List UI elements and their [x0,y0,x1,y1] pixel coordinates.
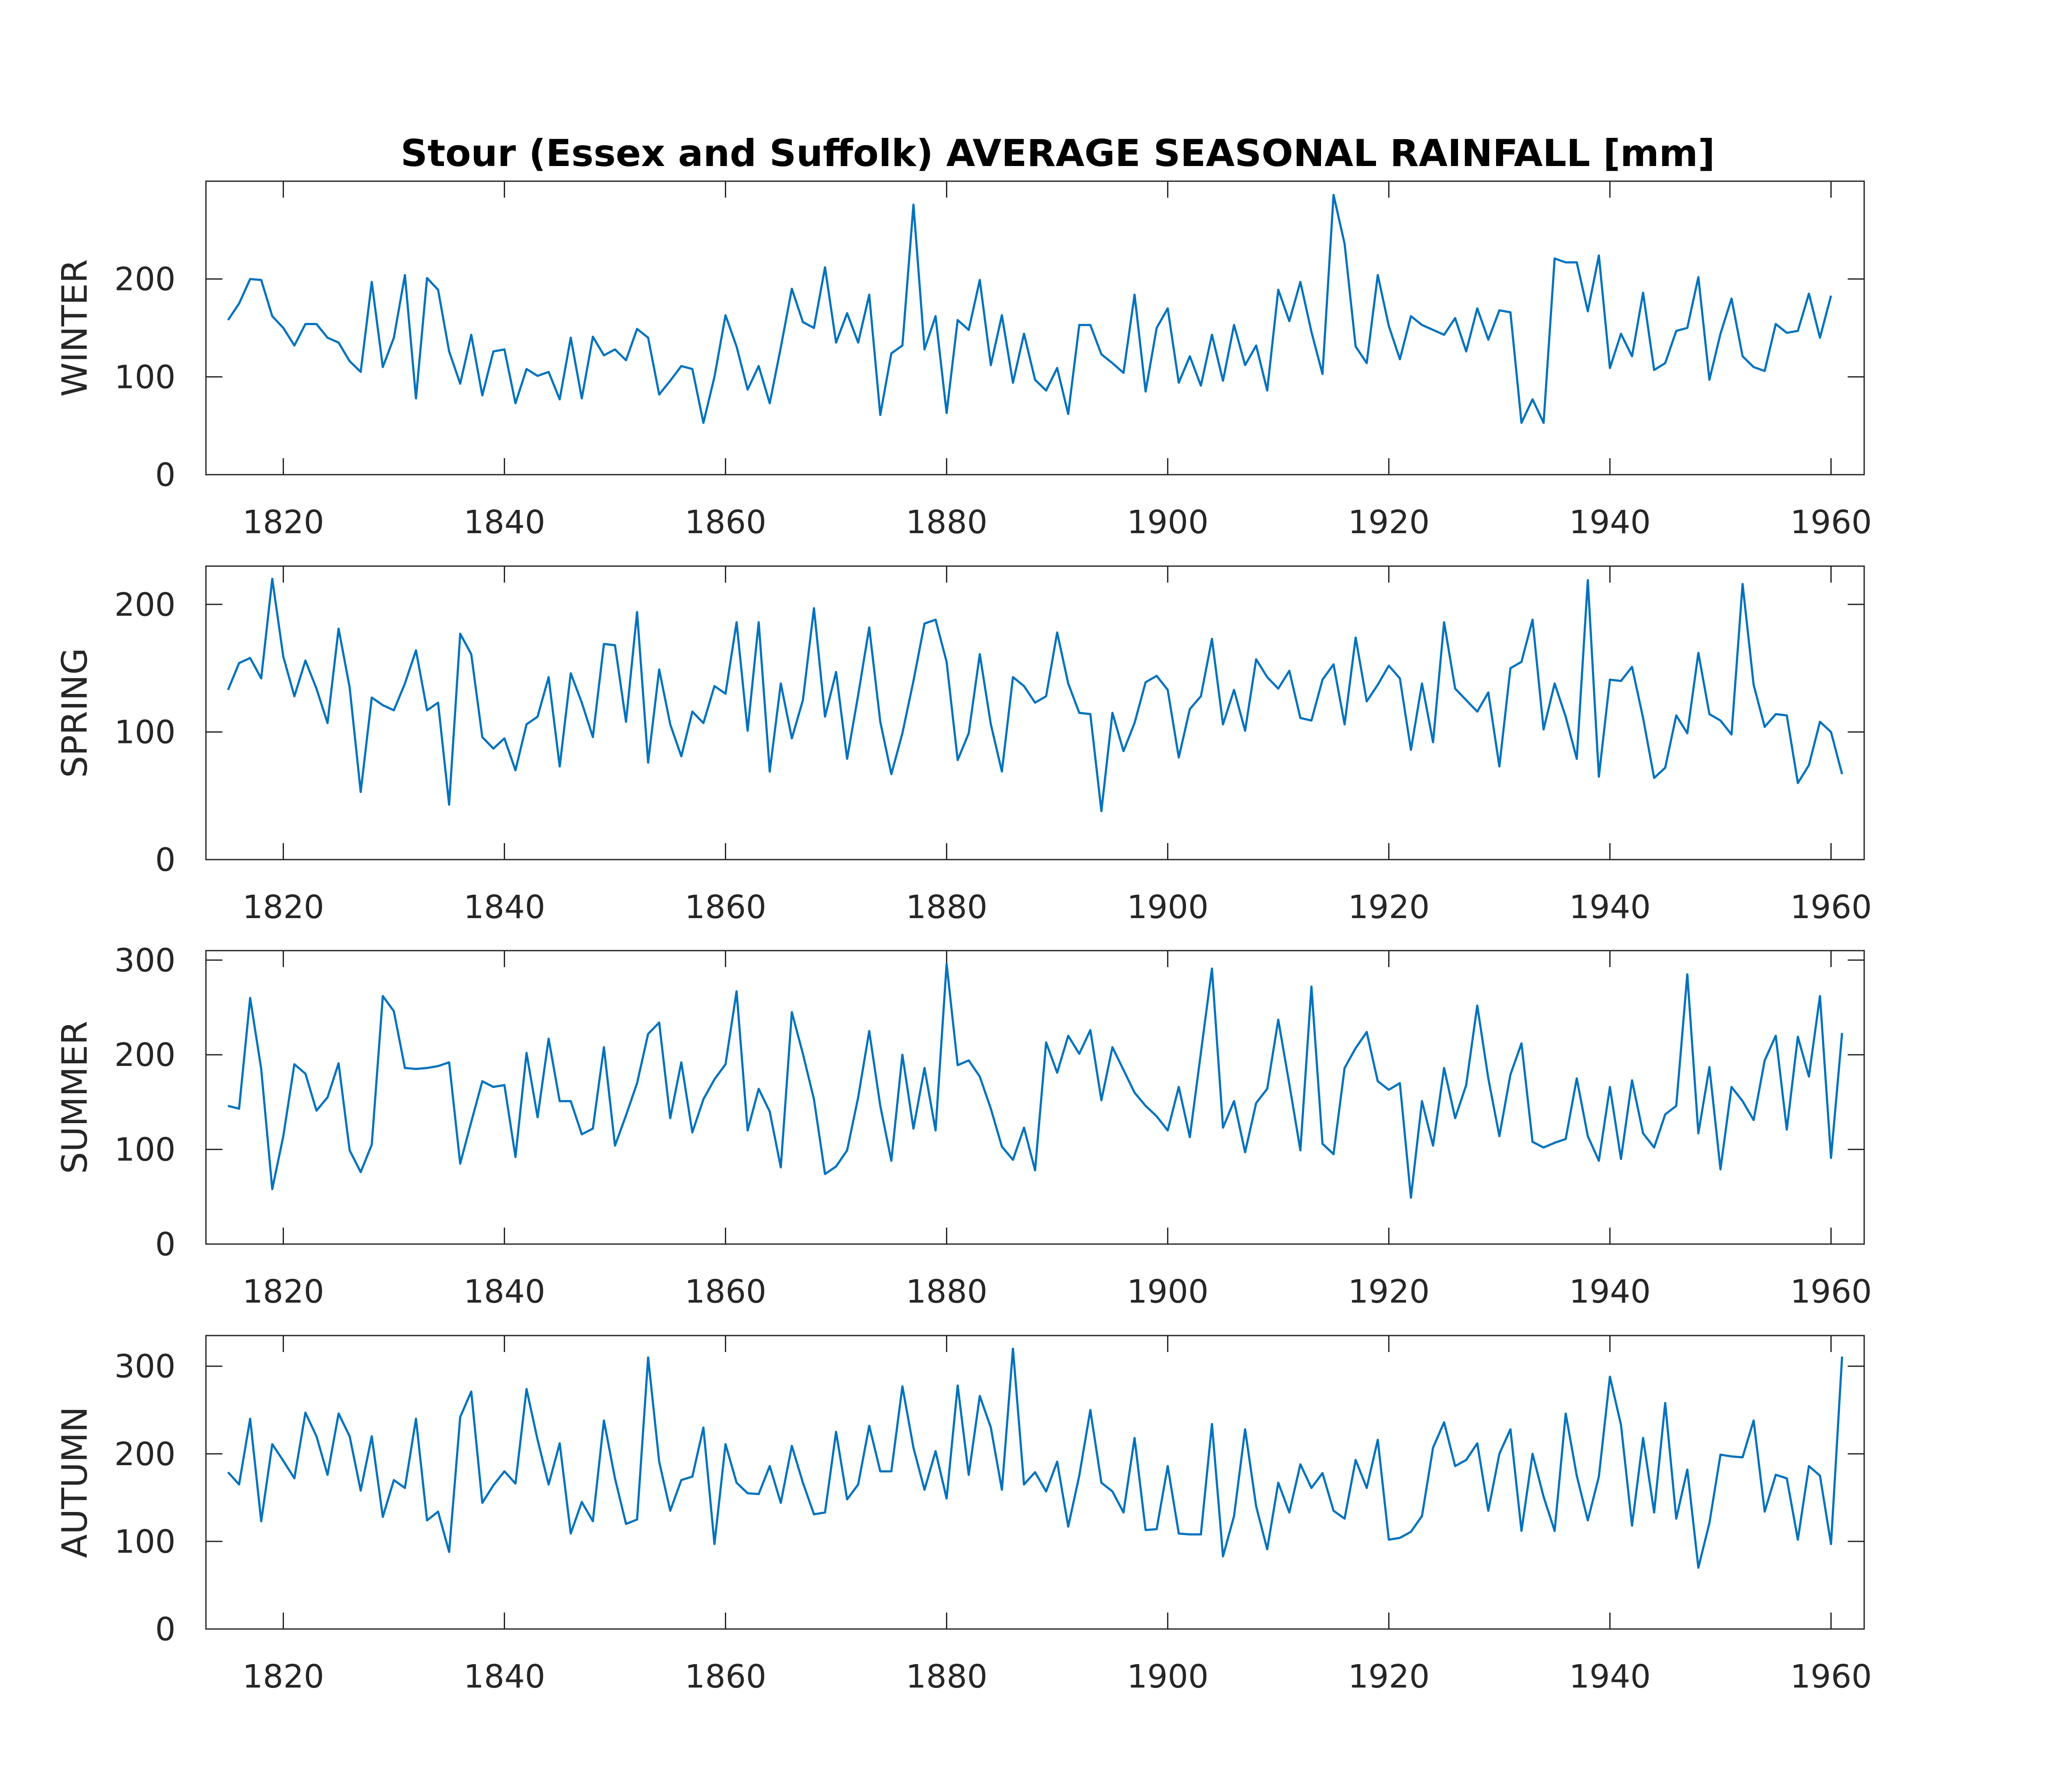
y-axis-label: SPRING [55,648,95,778]
y-tick-label: 0 [155,456,176,494]
y-tick-label: 300 [114,942,176,979]
y-axis-label: WINTER [55,259,95,397]
x-tick-label: 1960 [1790,1658,1872,1695]
y-axis-label: AUTUMN [55,1407,95,1558]
y-tick-label: 300 [114,1348,176,1385]
x-tick-label: 1960 [1790,889,1872,926]
y-tick-label: 100 [114,714,176,751]
x-tick-label: 1860 [685,504,766,541]
x-tick-label: 1840 [463,889,545,926]
y-tick-label: 200 [114,261,176,298]
y-tick-label: 100 [114,358,176,396]
x-tick-label: 1860 [685,1273,766,1310]
x-tick-label: 1880 [906,1658,987,1695]
axes-box [205,180,1865,476]
y-tick-label: 100 [114,1131,176,1169]
x-tick-label: 1920 [1348,889,1429,926]
figure-title: Stour (Essex and Suffolk) AVERAGE SEASON… [401,132,1715,175]
x-tick-label: 1960 [1790,1273,1872,1310]
y-tick-label: 200 [114,586,176,623]
x-tick-label: 1880 [906,1273,987,1310]
y-tick-label: 200 [114,1036,176,1074]
x-tick-label: 1900 [1127,1273,1208,1310]
x-tick-label: 1920 [1348,504,1429,541]
x-tick-label: 1820 [242,1658,324,1695]
panel-winter: 1820 1840 1860 1880 1900 1920 1940 1960 0 100 200 W… [55,180,1872,541]
x-tick-label: 1940 [1569,1273,1650,1310]
y-tick-label: 0 [155,1611,176,1648]
x-tick-label: 1820 [242,504,324,541]
rainfall-series-line [228,963,1843,1199]
panel-spring: 1820 1840 1860 1880 1900 1920 1940 1960 0 100 200 S… [55,565,1872,926]
x-tick-label: 1960 [1790,504,1872,541]
y-tick-label: 200 [114,1436,176,1473]
x-tick-label: 1920 [1348,1273,1429,1310]
axes-box [205,1335,1865,1630]
x-tick-label: 1920 [1348,1658,1429,1695]
panel-autumn: 1820 1840 1860 1880 1900 1920 1940 1960 0 100 200 3… [55,1335,1872,1695]
y-tick-label: 100 [114,1523,176,1561]
x-tick-label: 1860 [685,1658,766,1695]
x-tick-label: 1900 [1127,504,1208,541]
rainfall-series-line [227,577,1843,812]
x-tick-label: 1880 [906,504,987,541]
rainfall-series-line [227,1347,1843,1569]
y-tick-label: 0 [155,841,176,879]
x-tick-label: 1840 [463,1273,545,1310]
x-tick-label: 1940 [1569,504,1650,541]
x-tick-label: 1880 [906,889,987,926]
axes-box [205,565,1865,860]
x-tick-label: 1940 [1569,889,1650,926]
x-tick-label: 1820 [242,889,324,926]
panel-summer: 1820 1840 1860 1880 1900 1920 1940 1960 0 100 200 3… [55,942,1872,1310]
x-tick-label: 1940 [1569,1658,1650,1695]
x-tick-label: 1840 [463,504,545,541]
x-tick-label: 1900 [1127,889,1208,926]
rainfall-series-line [227,194,1832,424]
x-tick-label: 1900 [1127,1658,1208,1695]
axes-box [205,950,1865,1245]
y-tick-label: 0 [155,1226,176,1263]
y-axis-label: SUMMER [55,1021,95,1174]
x-tick-label: 1820 [242,1273,324,1310]
x-tick-label: 1860 [685,889,766,926]
x-tick-label: 1840 [463,1658,545,1695]
